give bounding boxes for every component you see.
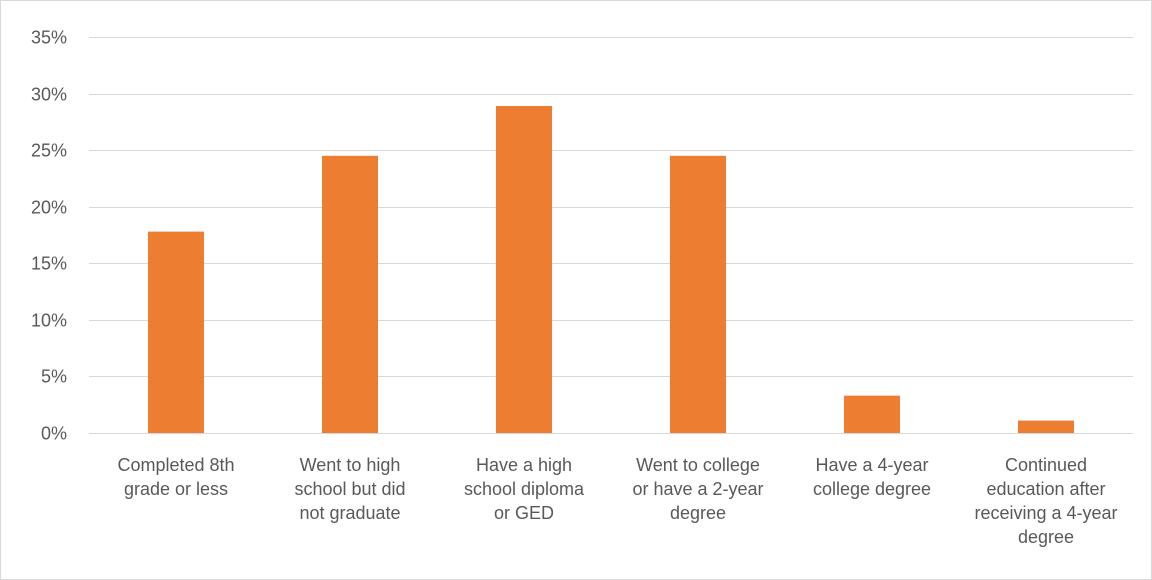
bar xyxy=(844,395,900,433)
x-category-label: Went to college or have a 2-year degree xyxy=(632,455,763,523)
bar xyxy=(322,155,378,434)
y-tick-label: 30% xyxy=(31,85,67,105)
y-tick-label: 15% xyxy=(31,254,67,274)
y-tick-label: 20% xyxy=(31,198,67,218)
y-tick-label: 0% xyxy=(41,424,67,444)
bar xyxy=(496,106,552,433)
gridlines xyxy=(89,37,1133,434)
y-tick-label: 5% xyxy=(41,367,67,387)
x-category-label: Continued education after receiving a 4-ye… xyxy=(974,455,1117,547)
y-tick-label: 10% xyxy=(31,311,67,331)
y-tick-label: 25% xyxy=(31,141,67,161)
bar xyxy=(670,155,726,434)
x-category-label: Went to high school but did not graduate xyxy=(294,455,405,523)
bars xyxy=(148,106,1074,434)
x-category-label: Completed 8th grade or less xyxy=(117,455,234,499)
bar xyxy=(148,231,204,433)
bar xyxy=(1018,420,1074,433)
y-axis-tick-labels: 0% 5% 10% 15% 20% 25% 30% 35% xyxy=(31,28,67,444)
y-tick-label: 35% xyxy=(31,28,67,48)
x-category-label: Have a 4-year college degree xyxy=(813,455,931,499)
x-category-label: Have a high school diploma or GED xyxy=(464,455,585,523)
x-axis-category-labels: Completed 8th grade or less Went to high sc… xyxy=(117,455,1117,547)
